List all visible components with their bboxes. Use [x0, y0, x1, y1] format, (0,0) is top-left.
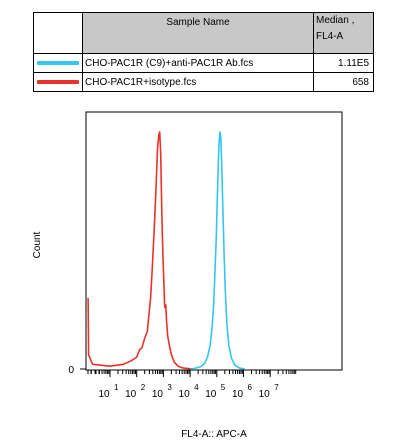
sample-name-header: Sample Name [82, 12, 314, 54]
legend-header-row: Sample Name Median , FL4-A [33, 12, 374, 54]
legend-table: Sample Name Median , FL4-A CHO-PAC1R (C9… [33, 12, 374, 92]
y-tick-label: 0 [68, 365, 74, 376]
legend-row: CHO-PAC1R (C9)+anti-PAC1R Ab.fcs 1.11E5 [33, 53, 374, 73]
median-header: Median , FL4-A [313, 12, 374, 54]
x-tick-exponent: 6 [248, 383, 253, 392]
x-axis-label: FL4-A:: APC-A [181, 429, 247, 440]
median-value-cell: 658 [313, 72, 374, 92]
x-tick-label: 10 [98, 389, 110, 400]
legend-swatch-red [37, 80, 79, 84]
x-tick-exponent: 5 [221, 383, 226, 392]
x-tick-exponent: 2 [141, 383, 146, 392]
isotype-histogram-line [87, 131, 193, 370]
sample-name-cell: CHO-PAC1R+isotype.fcs [82, 72, 314, 92]
legend-swatch-blue [37, 61, 79, 65]
antibody-histogram-line [190, 131, 245, 370]
x-tick-exponent: 7 [274, 383, 279, 392]
x-tick-label: 10 [205, 389, 217, 400]
x-tick-label: 10 [232, 389, 244, 400]
x-tick-exponent: 4 [194, 383, 199, 392]
x-tick-label: 10 [179, 389, 191, 400]
x-tick-label: 10 [125, 389, 137, 400]
legend-row: CHO-PAC1R+isotype.fcs 658 [33, 72, 374, 92]
y-axis-label: Count [32, 231, 43, 258]
plot-frame [85, 111, 343, 371]
x-tick-label: 10 [152, 389, 164, 400]
x-tick-exponent: 1 [114, 383, 119, 392]
x-tick-exponent: 3 [167, 383, 172, 392]
legend-corner-cell [33, 12, 83, 54]
x-tick-label: 10 [259, 389, 271, 400]
